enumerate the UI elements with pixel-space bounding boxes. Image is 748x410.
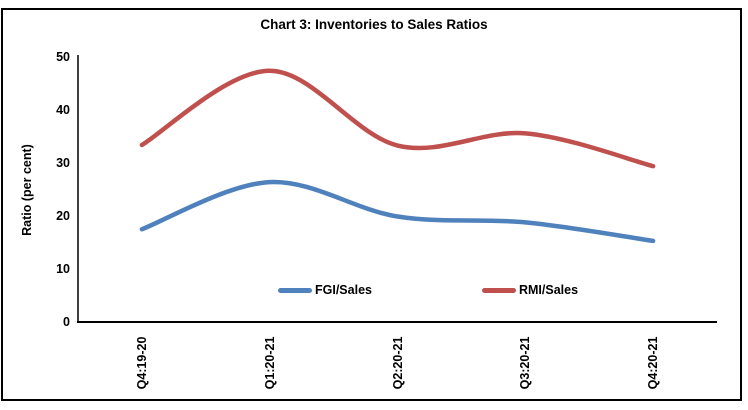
series-line-rmi-sales: [139, 68, 656, 169]
y-tick-label: 40: [56, 103, 70, 117]
y-axis-title: Ratio (per cent): [20, 144, 34, 236]
series-line-fgi-sales: [139, 179, 656, 244]
y-tick-label: 0: [63, 315, 70, 329]
chart-title: Chart 3: Inventories to Sales Ratios: [260, 17, 488, 32]
x-tick-label: Q4:19-20: [134, 336, 149, 390]
legend-item-fgi-sales: FGI/Sales: [278, 283, 372, 297]
legend-item-rmi-sales: RMI/Sales: [481, 283, 579, 297]
legend-label: FGI/Sales: [315, 283, 372, 297]
chart-legend: FGI/Sales RMI/Sales: [278, 283, 578, 297]
y-tick-label: 20: [56, 209, 70, 223]
y-tick-label: 50: [56, 50, 70, 64]
x-tick-label: Q3:20-21: [518, 336, 533, 390]
y-tick-label: 30: [56, 156, 70, 170]
x-tick-label: Q2:20-21: [390, 336, 405, 390]
legend-line-marker-icon: [278, 287, 312, 293]
x-tick-label: Q1:20-21: [262, 336, 277, 390]
x-tick-label: Q4:20-21: [646, 336, 661, 390]
legend-line-marker-icon: [481, 287, 516, 293]
y-tick-label: 10: [56, 262, 70, 276]
legend-label: RMI/Sales: [518, 283, 579, 297]
